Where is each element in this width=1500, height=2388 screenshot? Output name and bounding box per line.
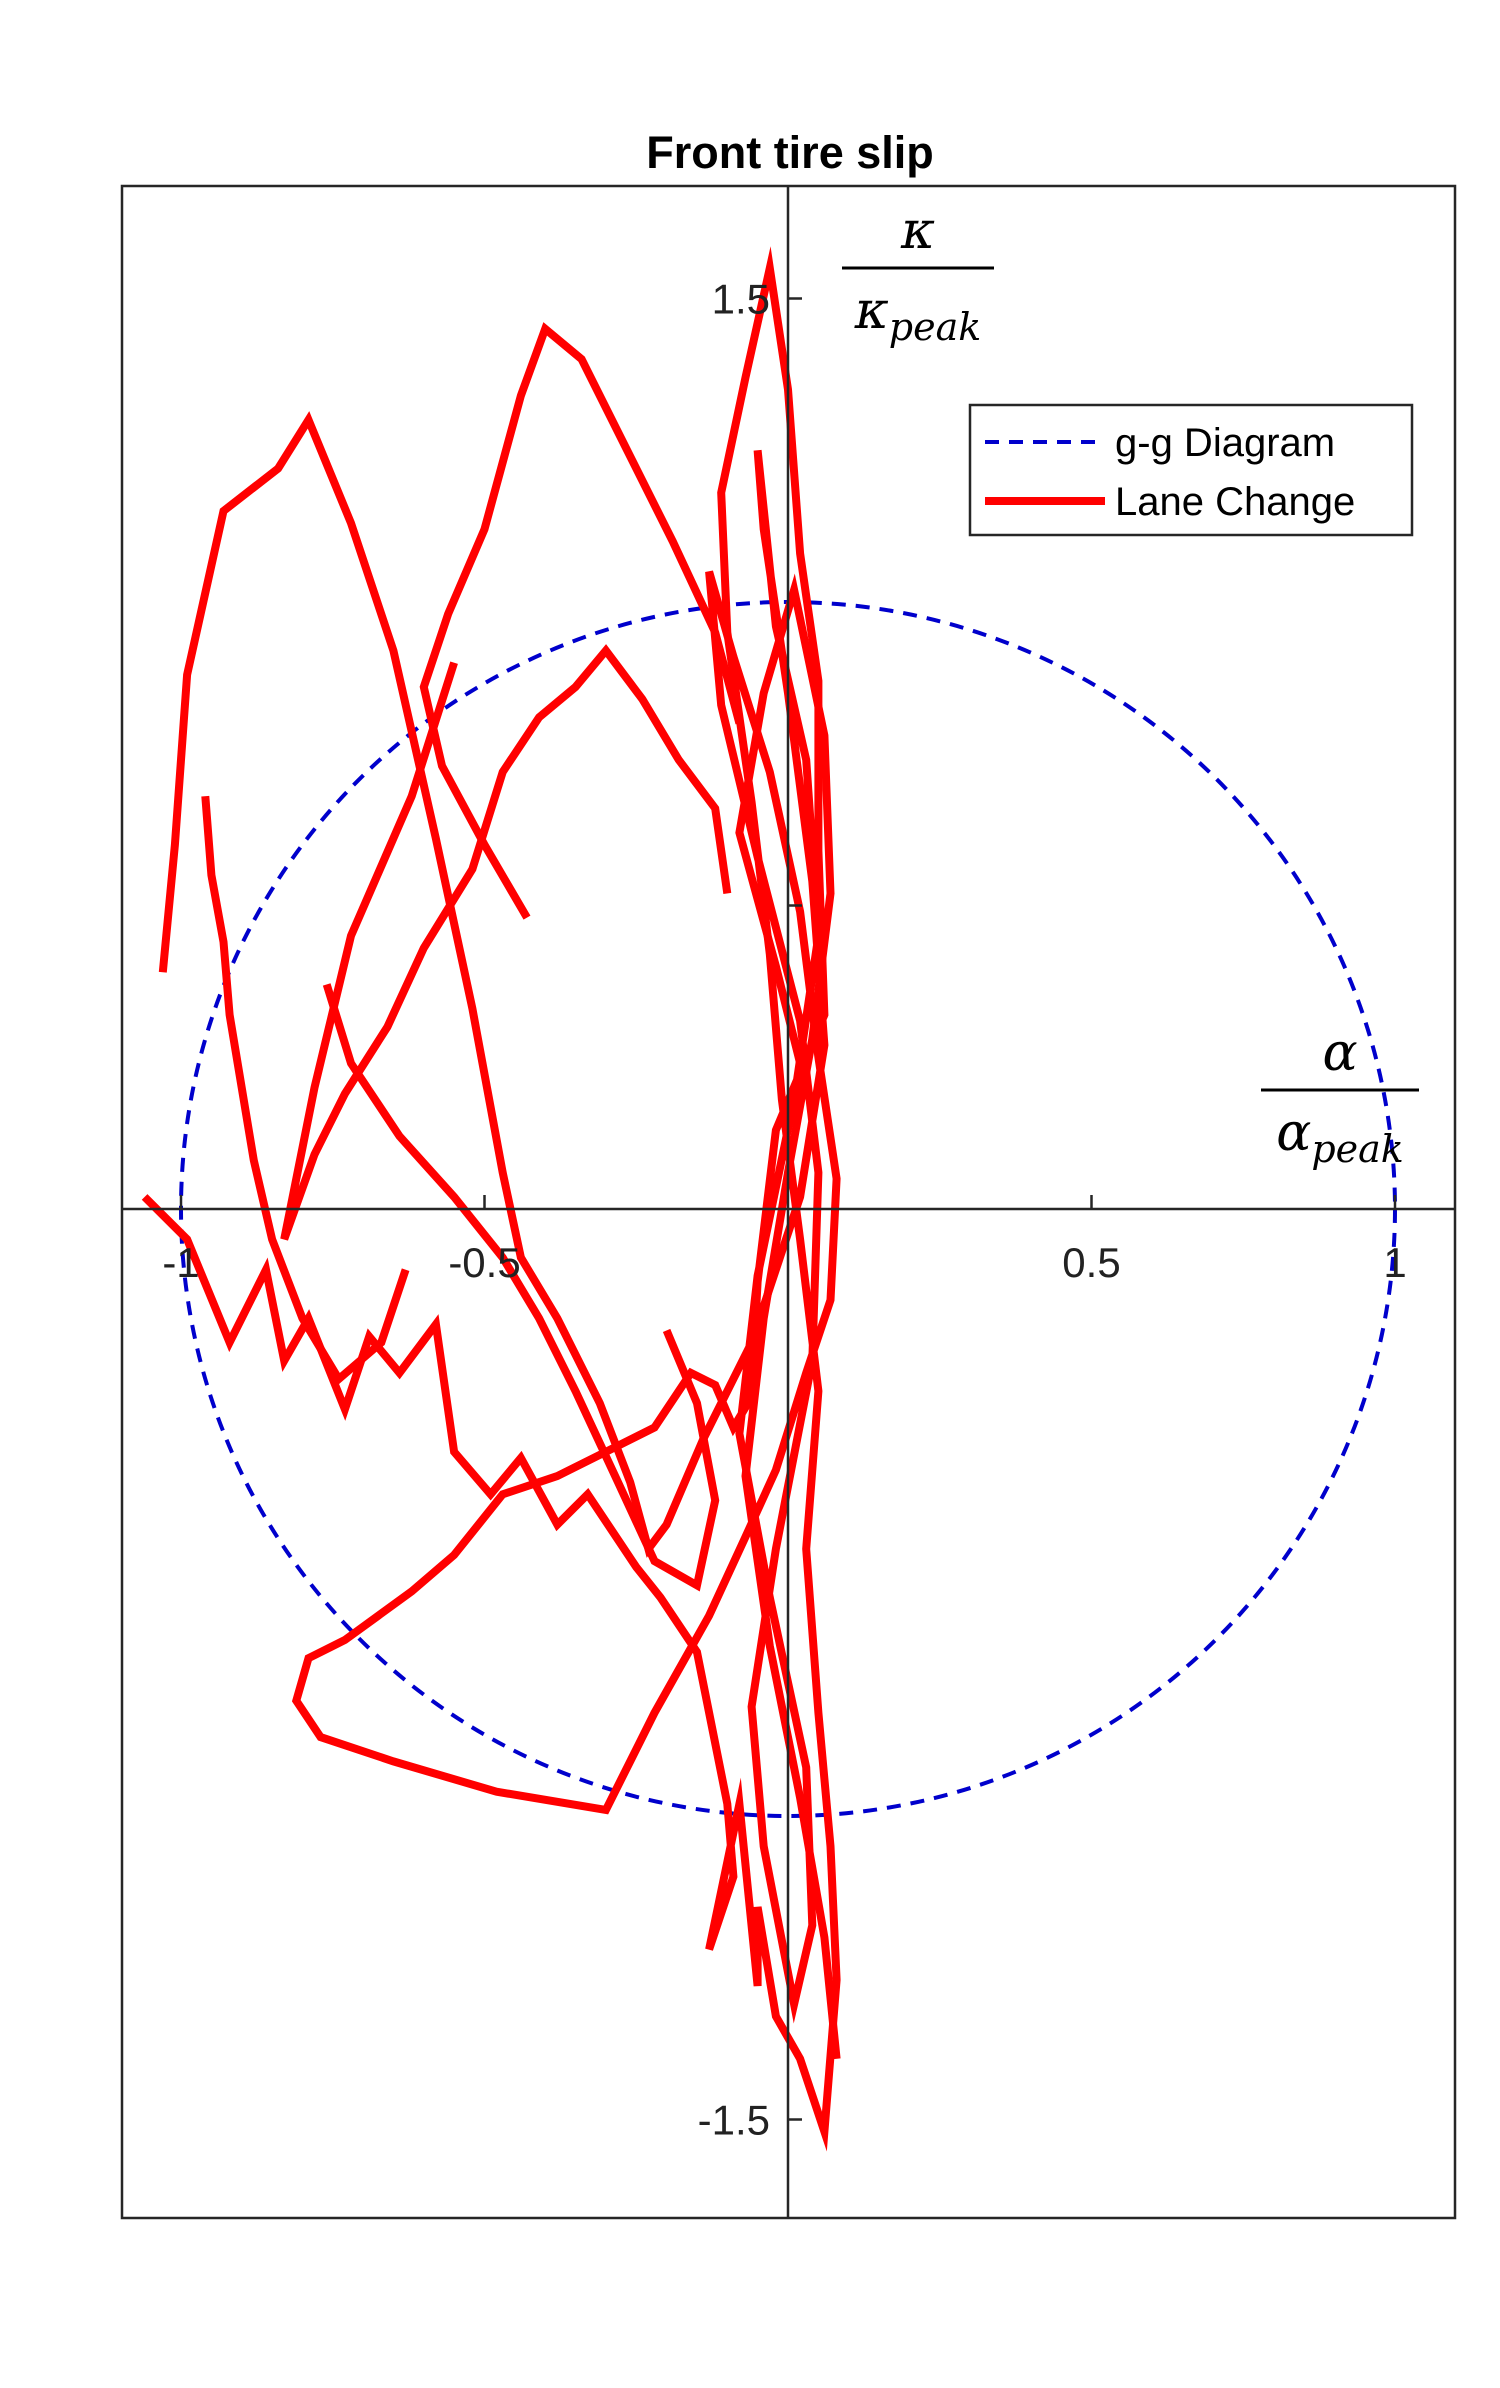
legend-gg-label: g-g Diagram (1115, 421, 1335, 465)
lane-change-line-segment-4 (201, 795, 410, 1386)
y-axis-label-numerator: κ (900, 201, 935, 261)
chart-title: Front tire slip (646, 127, 934, 178)
plot-layer: -1 -0.5 0.5 1 1.5 -1.5 κ κpeak α αpeak g-g Diagram… (120, 184, 1457, 2220)
y-tick-label: -1.5 (698, 2097, 770, 2144)
x-tick-label: 1 (1383, 1239, 1406, 1286)
lane-change-line-segment-3 (322, 983, 720, 1592)
y-tick-label: 1.5 (712, 276, 770, 323)
legend: g-g Diagram Lane Change (968, 403, 1414, 537)
lane-change-line-segment-1 (280, 644, 732, 1241)
y-axis-label-denominator: κpeak (854, 281, 982, 349)
x-tick-label: -0.5 (448, 1239, 520, 1286)
lane-change-line-segment-5 (735, 573, 841, 2060)
x-axis-label-numerator: α (1322, 1023, 1357, 1083)
x-tick-label: -1 (162, 1239, 199, 1286)
y-axis-label: κ κpeak (842, 201, 994, 349)
lane-change-line (141, 246, 841, 2152)
lane-change-line-segment-2 (419, 322, 744, 920)
legend-box (968, 403, 1414, 537)
x-tick-label: 0.5 (1062, 1239, 1120, 1286)
legend-lane-label: Lane Change (1115, 480, 1355, 524)
x-axis-label: α αpeak (1261, 1023, 1419, 1171)
x-axis-label-denominator: αpeak (1276, 1103, 1404, 1171)
